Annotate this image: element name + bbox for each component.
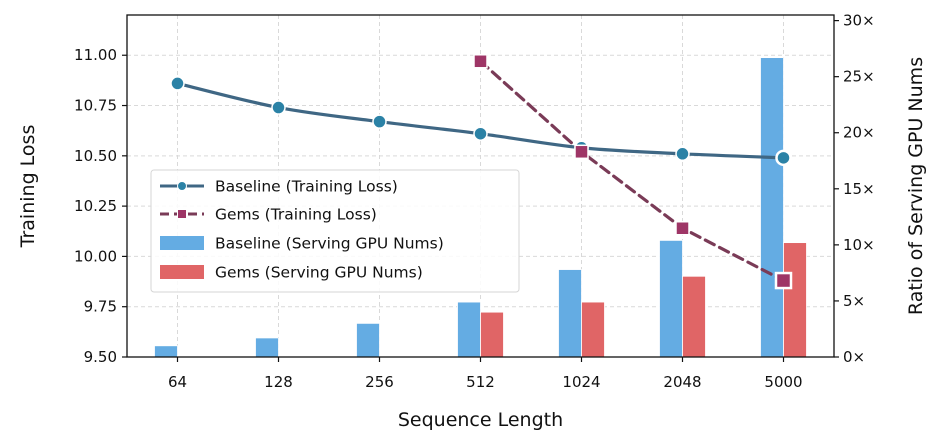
tick-label-x: 128 bbox=[264, 373, 293, 391]
lines bbox=[170, 54, 793, 290]
legend-label: Gems (Training Loss) bbox=[215, 206, 377, 224]
legend-box bbox=[150, 169, 520, 293]
tick-label-left: 10.50 bbox=[74, 147, 117, 165]
legend-item-baseline-gpu: Baseline (Serving GPU Nums) bbox=[160, 235, 444, 253]
legend-marker-square bbox=[177, 209, 187, 219]
line-gems-loss bbox=[478, 59, 786, 283]
bar-baseline-256 bbox=[356, 322, 380, 358]
legend-item-gems-loss: Gems (Training Loss) bbox=[160, 206, 377, 224]
point-baseline-256 bbox=[372, 114, 387, 129]
point-gems-1024 bbox=[574, 144, 589, 160]
tick-label-x: 1024 bbox=[562, 373, 600, 391]
tick-label-left: 10.75 bbox=[74, 97, 117, 115]
legend-label: Baseline (Serving GPU Nums) bbox=[215, 235, 444, 253]
y-axis-right-title: Ratio of Serving GPU Nums bbox=[905, 57, 927, 315]
tick-label-x: 256 bbox=[365, 373, 394, 391]
tick-label-right: 5× bbox=[843, 292, 865, 310]
bar-gems-5000 bbox=[783, 242, 807, 358]
tick-label-right: 20× bbox=[843, 124, 875, 142]
tick-label-right: 0× bbox=[843, 348, 865, 366]
legend-marker-circle bbox=[177, 181, 187, 191]
tick-label-left: 10.25 bbox=[74, 197, 117, 215]
bar-gems-512 bbox=[480, 311, 504, 358]
tick-label-x: 2048 bbox=[663, 373, 701, 391]
tick-label-right: 15× bbox=[843, 180, 875, 198]
point-gems-2048 bbox=[675, 220, 690, 236]
point-baseline-512 bbox=[473, 126, 488, 141]
y-axis-left-title: Training Loss bbox=[17, 125, 39, 249]
legend-label: Baseline (Training Loss) bbox=[215, 178, 398, 196]
legend-item-baseline-loss: Baseline (Training Loss) bbox=[160, 178, 398, 196]
point-baseline-2048 bbox=[675, 146, 690, 162]
x-axis-title: Sequence Length bbox=[398, 409, 563, 431]
tick-label-left: 9.50 bbox=[84, 348, 117, 366]
legend-item-gems-gpu: Gems (Serving GPU Nums) bbox=[160, 264, 423, 282]
tick-label-x: 5000 bbox=[764, 373, 802, 391]
bar-baseline-128 bbox=[255, 337, 279, 358]
tick-label-right: 30× bbox=[843, 12, 875, 30]
tick-label-x: 512 bbox=[466, 373, 495, 391]
point-baseline-64 bbox=[170, 76, 185, 91]
point-baseline-5000 bbox=[775, 149, 792, 167]
point-gems-5000 bbox=[774, 271, 793, 290]
bar-baseline-1024 bbox=[558, 269, 582, 358]
axes: 9.50 9.75 10.00 10.25 10.50 10.75 11.00 0× 5× 10×… bbox=[74, 12, 875, 391]
legend-label: Gems (Serving GPU Nums) bbox=[215, 264, 423, 282]
tick-label-left: 10.00 bbox=[74, 247, 117, 265]
tick-label-left: 9.75 bbox=[84, 298, 117, 316]
tick-label-x: 64 bbox=[168, 373, 187, 391]
legend-swatch-blue bbox=[160, 236, 204, 250]
bar-gems-1024 bbox=[581, 301, 605, 358]
point-baseline-128 bbox=[271, 100, 286, 115]
bar-baseline-64 bbox=[154, 345, 178, 358]
tick-label-right: 25× bbox=[843, 68, 875, 86]
legend-swatch-red bbox=[160, 265, 204, 279]
point-gems-512 bbox=[473, 54, 488, 69]
legend: Baseline (Training Loss) Gems (Training … bbox=[150, 169, 520, 293]
bar-gems-2048 bbox=[682, 275, 706, 358]
tick-label-left: 11.00 bbox=[74, 46, 117, 64]
bar-baseline-5000 bbox=[760, 57, 784, 358]
tick-label-right: 10× bbox=[843, 236, 875, 254]
bar-baseline-512 bbox=[457, 301, 481, 358]
bar-baseline-2048 bbox=[659, 239, 683, 358]
